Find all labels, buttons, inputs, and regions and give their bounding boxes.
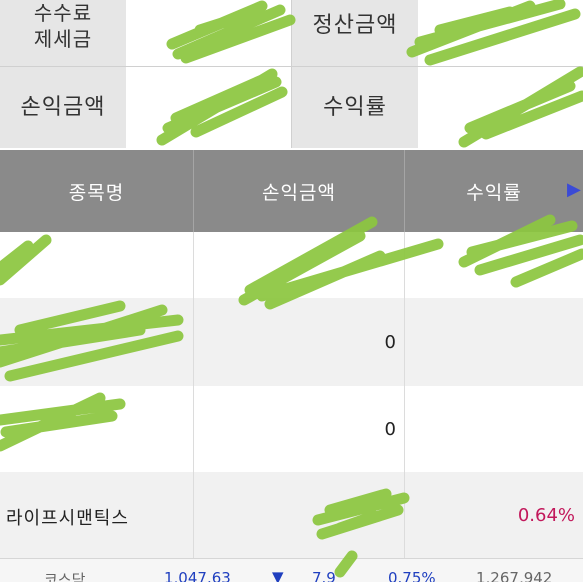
settlement-label: 정산금액 (292, 0, 418, 66)
ticker-change: 7.9 (312, 569, 336, 582)
column-header-name[interactable]: 종목명 (0, 150, 193, 232)
row-name: 라이프시맨틱스 (6, 508, 129, 529)
row-return (405, 298, 583, 386)
fee-tax-label-line2: 제세금 (33, 27, 93, 51)
return-label: 수익률 (292, 67, 418, 148)
return-value (418, 67, 583, 148)
row-pnl: 0 (384, 418, 396, 440)
market-ticker[interactable]: 코스닥 1,047.63 ▼ 7.9 0.75% 1,267,942 (0, 558, 583, 582)
next-columns-arrow-icon[interactable]: ▶ (567, 179, 581, 200)
fee-tax-label: 수수료 제세금 (0, 0, 126, 66)
column-header-return[interactable]: 수익률 (405, 150, 583, 232)
summary-divider-h (0, 66, 583, 67)
ticker-volume: 1,267,942 (476, 569, 553, 582)
row-pnl (194, 232, 404, 298)
column-divider-2 (404, 232, 405, 558)
pnl-label: 손익금액 (0, 67, 126, 148)
column-header-pnl[interactable]: 손익금액 (194, 150, 404, 232)
pnl-value (126, 67, 291, 148)
down-triangle-icon: ▼ (272, 568, 284, 582)
header-divider-1 (193, 150, 194, 232)
ticker-index-name: 코스닥 (44, 571, 86, 582)
header-divider-2 (404, 150, 405, 232)
row-return (405, 232, 583, 298)
summary-divider-v1 (291, 0, 292, 148)
ticker-index-value: 1,047.63 (164, 569, 231, 582)
row-return (405, 386, 583, 472)
table-row[interactable] (0, 232, 583, 298)
ticker-change-pct: 0.75% (388, 569, 436, 582)
fee-tax-value (126, 0, 292, 66)
fee-tax-label-line1: 수수료 (33, 1, 93, 25)
row-pnl (194, 472, 404, 558)
row-pnl: 0 (384, 331, 396, 353)
table-row[interactable]: 0 (0, 298, 583, 386)
table-row[interactable]: 0 (0, 386, 583, 472)
table-row[interactable]: 라이프시맨틱스 0.64% (0, 472, 583, 558)
column-divider-1 (193, 232, 194, 558)
row-return: 0.64% (517, 504, 575, 526)
settlement-value (418, 0, 583, 66)
